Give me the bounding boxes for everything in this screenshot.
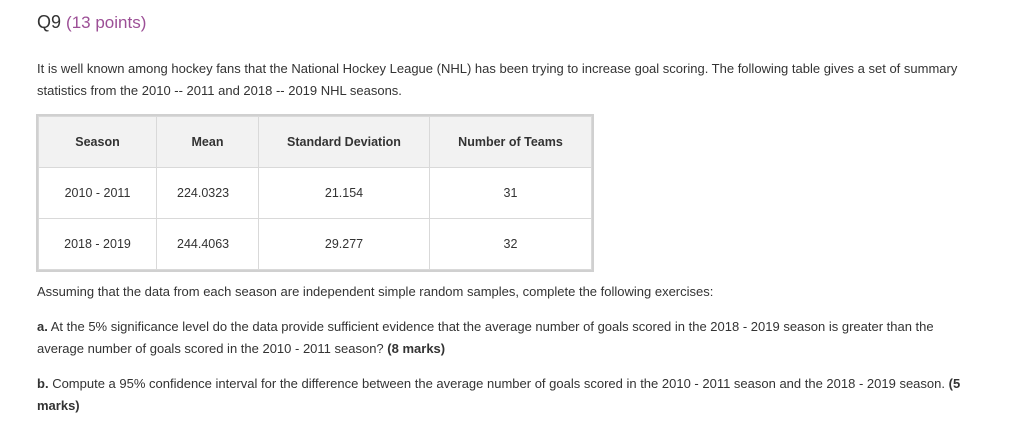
cell-season: 2010 - 2011 — [38, 167, 157, 219]
cell-mean: 244.4063 — [156, 218, 259, 270]
part-a-text: At the 5% significance level do the data… — [37, 319, 934, 356]
part-b-marks: (5 marks) — [37, 376, 961, 413]
part-a: a. At the 5% significance level do the d… — [37, 316, 967, 360]
part-a-label: a. — [37, 319, 48, 334]
assumption-paragraph: Assuming that the data from each season … — [37, 284, 714, 299]
table-row: 2010 - 2011 224.0323 21.154 31 — [38, 167, 592, 219]
cell-number-of-teams: 32 — [429, 218, 592, 270]
cell-mean: 224.0323 — [156, 167, 259, 219]
cell-standard-deviation: 29.277 — [258, 218, 430, 270]
column-header-mean: Mean — [156, 116, 259, 168]
question-points: (13 points) — [66, 13, 147, 32]
intro-paragraph: It is well known among hockey fans that … — [37, 61, 958, 98]
column-header-standard-deviation: Standard Deviation — [258, 116, 430, 168]
part-b: b. Compute a 95% confidence interval for… — [37, 373, 967, 417]
part-b-label: b. — [37, 376, 49, 391]
table-row: 2018 - 2019 244.4063 29.277 32 — [38, 218, 592, 270]
part-b-text: Compute a 95% confidence interval for th… — [52, 376, 945, 391]
question-label: Q9 — [37, 12, 62, 32]
cell-standard-deviation: 21.154 — [258, 167, 430, 219]
column-header-number-of-teams: Number of Teams — [429, 116, 592, 168]
part-a-marks: (8 marks) — [387, 341, 446, 356]
table-header-row: Season Mean Standard Deviation Number of… — [38, 116, 592, 168]
cell-number-of-teams: 31 — [429, 167, 592, 219]
cell-season: 2018 - 2019 — [38, 218, 157, 270]
question-header: Q9 (13 points) — [37, 10, 146, 35]
column-header-season: Season — [38, 116, 157, 168]
summary-statistics-table: Season Mean Standard Deviation Number of… — [36, 114, 594, 272]
